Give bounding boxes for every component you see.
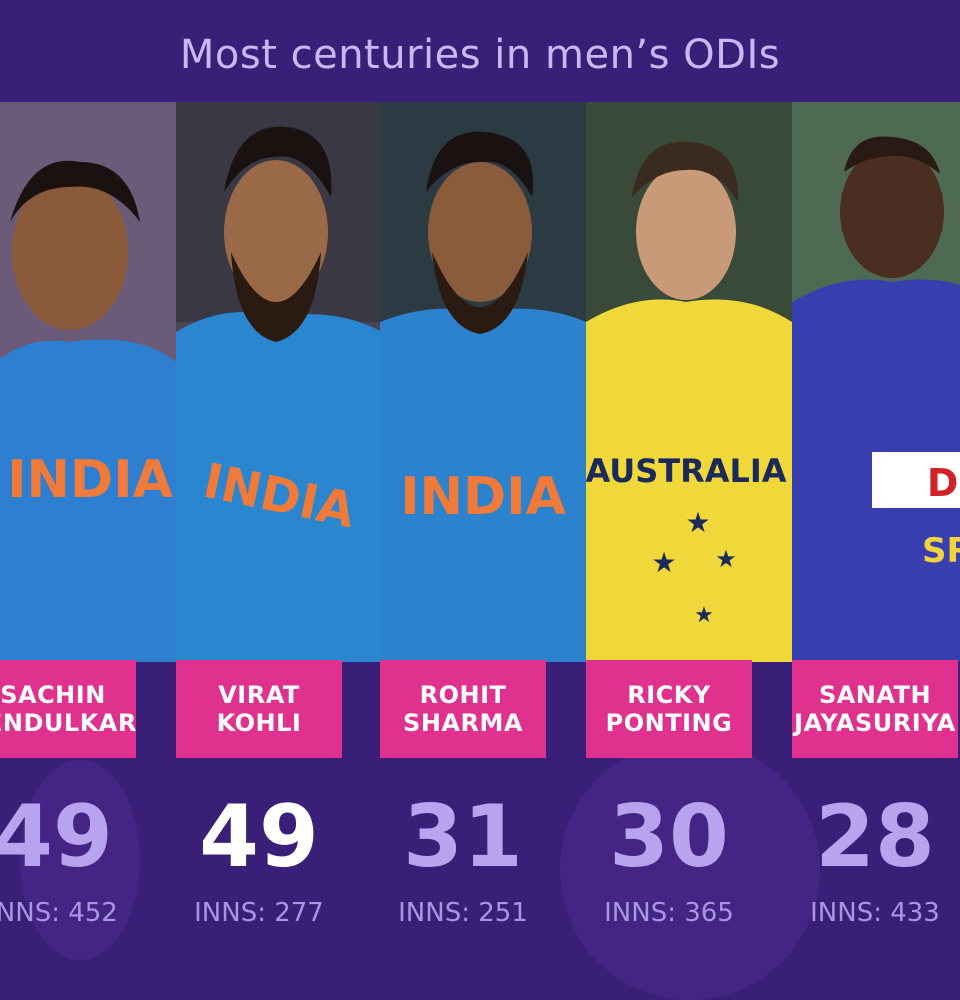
- player-photo: Dia SRI LA: [792, 102, 960, 662]
- century-count: 31: [403, 787, 523, 887]
- innings-count: INNS: 452: [0, 898, 118, 928]
- player-last-name: TENDULKAR: [0, 709, 137, 737]
- player-card: Dia SRI LA SANATH JAYASURIYA 28 INNS: 43…: [792, 102, 960, 960]
- player-card: INDIA SACHIN TENDULKAR 49 INNS: 452: [0, 102, 176, 960]
- jersey-text: SRI LA: [922, 531, 960, 571]
- innings-count: INNS: 251: [398, 898, 528, 928]
- player-card: INDIA VIRAT KOHLI 49 INNS: 277: [176, 102, 382, 960]
- player-photo: INDIA: [176, 102, 382, 662]
- player-first-name: SANATH: [818, 681, 932, 709]
- player-name: RICKY PONTING: [586, 660, 752, 758]
- star-icon: ★: [715, 545, 737, 573]
- player-name: SACHIN TENDULKAR: [0, 660, 136, 758]
- player-first-name: VIRAT: [218, 681, 300, 709]
- star-icon: ★: [694, 603, 714, 628]
- century-count: 49: [199, 787, 319, 887]
- century-count: 49: [0, 787, 113, 887]
- innings-count: INNS: 433: [810, 898, 940, 928]
- player-name: SANATH JAYASURIYA: [792, 660, 958, 758]
- player-photo: INDIA: [380, 102, 586, 662]
- player-last-name: JAYASURIYA: [794, 709, 956, 737]
- page-title: Most centuries in men’s ODIs: [179, 31, 781, 78]
- player-first-name: ROHIT: [419, 681, 507, 709]
- background-shape: [20, 760, 140, 960]
- player-last-name: SHARMA: [403, 709, 523, 737]
- background-shape: [560, 740, 820, 1000]
- century-count: 28: [815, 787, 935, 887]
- player-photo: AUSTRALIA ★ ★ ★ ★: [586, 102, 792, 662]
- innings-count: INNS: 365: [604, 898, 734, 928]
- svg-text:Dia: Dia: [927, 461, 960, 505]
- player-name: VIRAT KOHLI: [176, 660, 342, 758]
- player-first-name: SACHIN: [0, 681, 106, 709]
- star-icon: ★: [651, 546, 676, 579]
- century-count: 30: [609, 787, 729, 887]
- player-last-name: PONTING: [605, 709, 733, 737]
- jersey-text: INDIA: [400, 467, 566, 527]
- jersey-text: AUSTRALIA: [586, 452, 787, 490]
- player-name: ROHIT SHARMA: [380, 660, 546, 758]
- star-icon: ★: [685, 506, 710, 539]
- player-first-name: RICKY: [627, 681, 711, 709]
- jersey-text: INDIA: [7, 450, 173, 510]
- player-card: INDIA ROHIT SHARMA 31 INNS: 251: [380, 102, 586, 960]
- player-last-name: KOHLI: [216, 709, 302, 737]
- player-photo: INDIA: [0, 102, 176, 662]
- innings-count: INNS: 277: [194, 898, 324, 928]
- player-card: AUSTRALIA ★ ★ ★ ★ RICKY PONTING 30 INNS:…: [586, 102, 792, 960]
